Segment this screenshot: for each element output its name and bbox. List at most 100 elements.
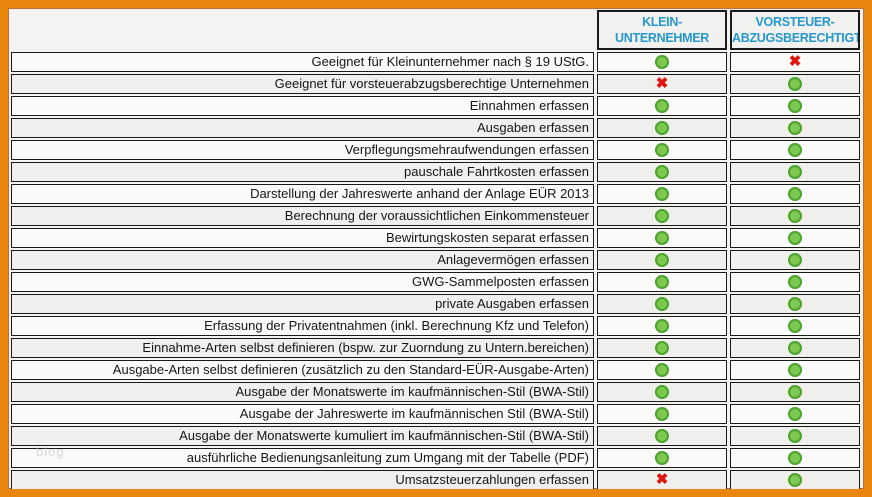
table-row: Ausgaben erfassen bbox=[11, 118, 860, 138]
green-circle-icon bbox=[655, 186, 669, 201]
green-circle-icon bbox=[655, 98, 669, 113]
feature-label-cell[interactable]: Berechnung der Umsatzsteuer-Voranmeldung bbox=[11, 492, 594, 497]
table-body: Geeignet für Kleinunternehmer nach § 19 … bbox=[11, 52, 860, 497]
green-circle-icon bbox=[655, 208, 669, 223]
green-circle-icon bbox=[655, 450, 669, 465]
value-cell-kleinunternehmer[interactable] bbox=[597, 250, 727, 270]
green-circle-icon bbox=[655, 340, 669, 355]
value-cell-kleinunternehmer[interactable] bbox=[597, 426, 727, 446]
feature-label-cell[interactable]: Ausgabe der Jahreswerte im kaufmännische… bbox=[11, 404, 594, 424]
value-cell-kleinunternehmer[interactable]: ✖ bbox=[597, 74, 727, 94]
value-cell-vorsteuer[interactable] bbox=[730, 118, 860, 138]
value-cell-vorsteuer[interactable] bbox=[730, 250, 860, 270]
value-cell-vorsteuer[interactable] bbox=[730, 360, 860, 380]
value-cell-kleinunternehmer[interactable] bbox=[597, 52, 727, 72]
feature-label-cell[interactable]: Ausgabe-Arten selbst definieren (zusätzl… bbox=[11, 360, 594, 380]
green-circle-icon bbox=[788, 296, 802, 311]
table-row: GWG-Sammelposten erfassen bbox=[11, 272, 860, 292]
feature-label-cell[interactable]: Anlagevermögen erfassen bbox=[11, 250, 594, 270]
value-cell-kleinunternehmer[interactable] bbox=[597, 448, 727, 468]
value-cell-vorsteuer[interactable] bbox=[730, 272, 860, 292]
red-x-icon: ✖ bbox=[655, 470, 669, 488]
table-row: Ausgabe-Arten selbst definieren (zusätzl… bbox=[11, 360, 860, 380]
green-circle-icon bbox=[655, 230, 669, 245]
feature-label-cell[interactable]: Ausgaben erfassen bbox=[11, 118, 594, 138]
value-cell-vorsteuer[interactable] bbox=[730, 448, 860, 468]
green-circle-icon bbox=[788, 428, 802, 443]
feature-label-cell[interactable]: Einnahme-Arten selbst definieren (bspw. … bbox=[11, 338, 594, 358]
feature-label-cell[interactable]: pauschale Fahrtkosten erfassen bbox=[11, 162, 594, 182]
value-cell-vorsteuer[interactable] bbox=[730, 162, 860, 182]
value-cell-kleinunternehmer[interactable] bbox=[597, 228, 727, 248]
column-header-kleinunternehmer: KLEIN- UNTERNEHMER bbox=[597, 10, 727, 50]
feature-label-cell[interactable]: Darstellung der Jahreswerte anhand der A… bbox=[11, 184, 594, 204]
feature-label-cell[interactable]: ausführliche Bedienungsanleitung zum Umg… bbox=[11, 448, 594, 468]
green-circle-icon bbox=[788, 252, 802, 267]
feature-label-cell[interactable]: Erfassung der Privatentnahmen (inkl. Ber… bbox=[11, 316, 594, 336]
feature-label-cell[interactable]: Einnahmen erfassen bbox=[11, 96, 594, 116]
table-row: ausführliche Bedienungsanleitung zum Umg… bbox=[11, 448, 860, 468]
value-cell-vorsteuer[interactable] bbox=[730, 470, 860, 489]
value-cell-vorsteuer[interactable] bbox=[730, 492, 860, 497]
value-cell-vorsteuer[interactable] bbox=[730, 338, 860, 358]
feature-label-cell[interactable]: Verpflegungsmehraufwendungen erfassen bbox=[11, 140, 594, 160]
green-circle-icon bbox=[788, 120, 802, 135]
value-cell-kleinunternehmer[interactable] bbox=[597, 272, 727, 292]
value-cell-kleinunternehmer[interactable]: ✖ bbox=[597, 492, 727, 497]
green-circle-icon bbox=[788, 406, 802, 421]
value-cell-vorsteuer[interactable] bbox=[730, 316, 860, 336]
value-cell-kleinunternehmer[interactable] bbox=[597, 162, 727, 182]
feature-label-cell[interactable]: GWG-Sammelposten erfassen bbox=[11, 272, 594, 292]
value-cell-kleinunternehmer[interactable] bbox=[597, 338, 727, 358]
value-cell-vorsteuer[interactable] bbox=[730, 294, 860, 314]
green-circle-icon bbox=[788, 186, 802, 201]
value-cell-kleinunternehmer[interactable] bbox=[597, 118, 727, 138]
value-cell-kleinunternehmer[interactable] bbox=[597, 404, 727, 424]
value-cell-vorsteuer[interactable] bbox=[730, 228, 860, 248]
table-row: Geeignet für vorsteuerabzugsberechtige U… bbox=[11, 74, 860, 94]
value-cell-vorsteuer[interactable]: ✖ bbox=[730, 52, 860, 72]
table-row: Verpflegungsmehraufwendungen erfassen bbox=[11, 140, 860, 160]
value-cell-kleinunternehmer[interactable] bbox=[597, 294, 727, 314]
feature-label-cell[interactable]: Bewirtungskosten separat erfassen bbox=[11, 228, 594, 248]
value-cell-vorsteuer[interactable] bbox=[730, 206, 860, 226]
feature-label-cell[interactable]: Geeignet für Kleinunternehmer nach § 19 … bbox=[11, 52, 594, 72]
table-row: Ausgabe der Jahreswerte im kaufmännische… bbox=[11, 404, 860, 424]
value-cell-kleinunternehmer[interactable] bbox=[597, 184, 727, 204]
value-cell-kleinunternehmer[interactable] bbox=[597, 206, 727, 226]
feature-label-cell[interactable]: Berechnung der voraussichtlichen Einkomm… bbox=[11, 206, 594, 226]
header-line: KLEIN- bbox=[642, 15, 682, 29]
value-cell-vorsteuer[interactable] bbox=[730, 140, 860, 160]
value-cell-vorsteuer[interactable] bbox=[730, 404, 860, 424]
green-circle-icon bbox=[788, 362, 802, 377]
feature-label-cell[interactable]: Ausgabe der Monatswerte kumuliert im kau… bbox=[11, 426, 594, 446]
green-circle-icon bbox=[655, 406, 669, 421]
value-cell-vorsteuer[interactable] bbox=[730, 426, 860, 446]
table-row: Einnahme-Arten selbst definieren (bspw. … bbox=[11, 338, 860, 358]
table-row: Einnahmen erfassen bbox=[11, 96, 860, 116]
value-cell-kleinunternehmer[interactable] bbox=[597, 316, 727, 336]
value-cell-kleinunternehmer[interactable] bbox=[597, 96, 727, 116]
header-line: VORSTEUER- bbox=[755, 15, 835, 29]
table-row: Umsatzsteuerzahlungen erfassen ✖ bbox=[11, 470, 860, 489]
table-row: Erfassung der Privatentnahmen (inkl. Ber… bbox=[11, 316, 860, 336]
table-row: Darstellung der Jahreswerte anhand der A… bbox=[11, 184, 860, 204]
feature-label-cell[interactable]: Geeignet für vorsteuerabzugsberechtige U… bbox=[11, 74, 594, 94]
value-cell-vorsteuer[interactable] bbox=[730, 96, 860, 116]
column-header-vorsteuerabzugsberechtigt: VORSTEUER- ABZUGSBERECHTIGT bbox=[730, 10, 860, 50]
value-cell-vorsteuer[interactable] bbox=[730, 74, 860, 94]
value-cell-kleinunternehmer[interactable] bbox=[597, 382, 727, 402]
value-cell-kleinunternehmer[interactable]: ✖ bbox=[597, 470, 727, 489]
table-row: Berechnung der voraussichtlichen Einkomm… bbox=[11, 206, 860, 226]
value-cell-vorsteuer[interactable] bbox=[730, 382, 860, 402]
feature-label-cell[interactable]: Umsatzsteuerzahlungen erfassen bbox=[11, 470, 594, 489]
value-cell-kleinunternehmer[interactable] bbox=[597, 140, 727, 160]
value-cell-kleinunternehmer[interactable] bbox=[597, 360, 727, 380]
table-row: pauschale Fahrtkosten erfassen bbox=[11, 162, 860, 182]
value-cell-vorsteuer[interactable] bbox=[730, 184, 860, 204]
table-header: KLEIN- UNTERNEHMER VORSTEUER- ABZUGSBERE… bbox=[11, 10, 860, 50]
green-circle-icon bbox=[788, 208, 802, 223]
feature-label-cell[interactable]: private Ausgaben erfassen bbox=[11, 294, 594, 314]
feature-label-cell[interactable]: Ausgabe der Monatswerte im kaufmännische… bbox=[11, 382, 594, 402]
green-circle-icon bbox=[655, 164, 669, 179]
